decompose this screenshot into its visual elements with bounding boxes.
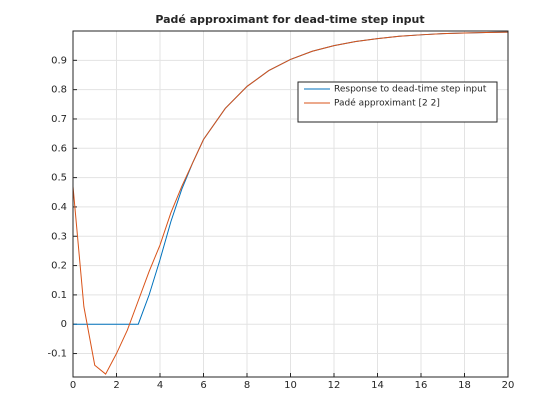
y-tick-label: 0.4: [51, 202, 67, 213]
chart-title: Padé approximant for dead-time step inpu…: [155, 13, 424, 26]
x-tick-label: 12: [328, 380, 341, 391]
y-tick-label: 0.2: [51, 261, 67, 272]
x-tick-label: 10: [284, 380, 297, 391]
y-tick-label: 0.5: [51, 173, 67, 184]
x-tick-label: 8: [244, 380, 250, 391]
legend-label: Response to dead-time step input: [334, 85, 487, 95]
y-tick-label: 0.7: [51, 114, 67, 125]
y-tick-label: 0.3: [51, 231, 67, 242]
series-line: [72, 31, 509, 375]
x-tick-label: 20: [502, 380, 515, 391]
y-tick-label: 0.9: [51, 55, 67, 66]
x-tick-label: 0: [70, 380, 76, 391]
y-tick-label: 0.1: [51, 290, 67, 301]
x-tick-label: 16: [415, 380, 428, 391]
x-tick-label: 6: [200, 380, 206, 391]
y-tick-label: -0.1: [47, 349, 67, 360]
y-tick-label: 0: [61, 319, 67, 330]
legend-box: [297, 81, 498, 123]
y-tick-label: 0.6: [51, 143, 67, 154]
x-tick-label: 4: [157, 380, 163, 391]
legend-label: Padé approximant [2 2]: [334, 98, 440, 109]
x-tick-label: 2: [113, 380, 119, 391]
x-tick-label: 14: [371, 380, 384, 391]
x-tick-label: 18: [458, 380, 471, 391]
axes-box: [72, 30, 509, 378]
y-tick-label: 0.8: [51, 85, 67, 96]
